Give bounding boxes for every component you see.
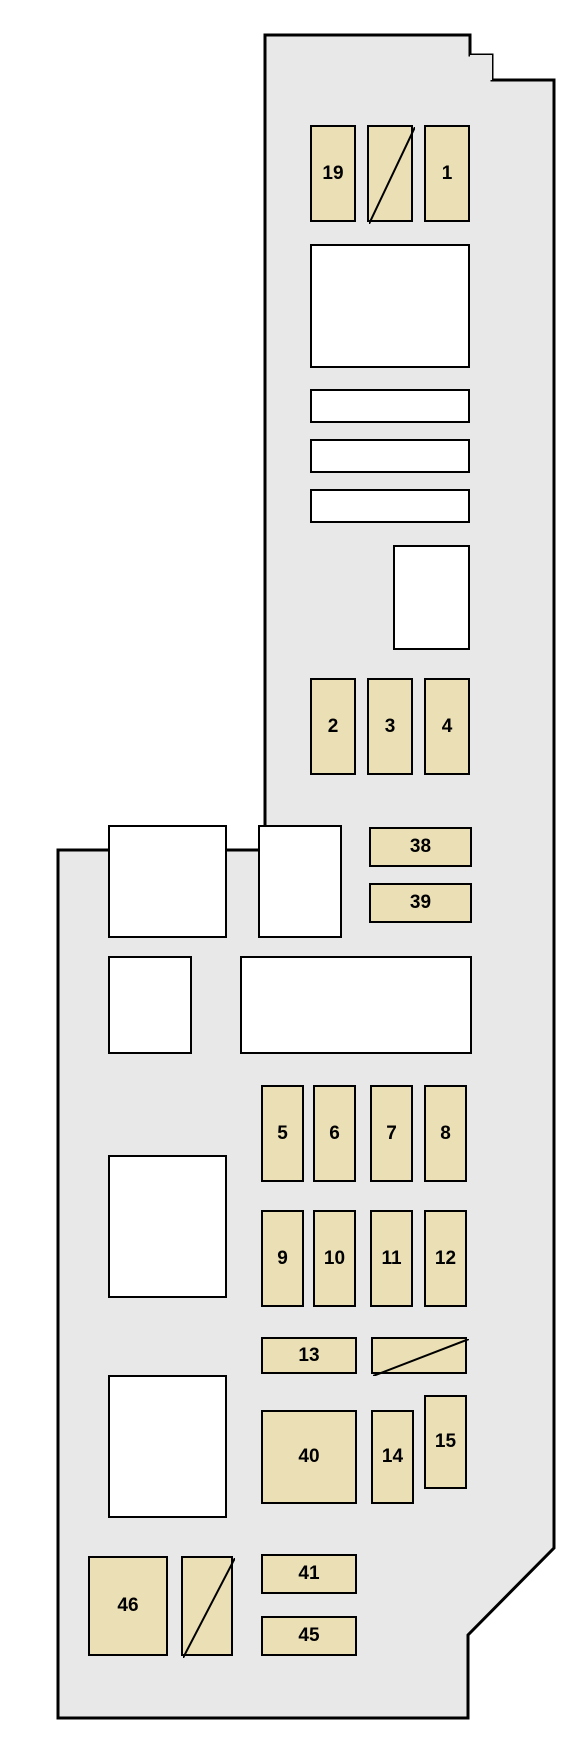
fuse-13-label: 13: [298, 1345, 319, 1367]
fusebox-diagram: 19123438395678910111213401415464145: [0, 0, 577, 1744]
fuse-45: 45: [261, 1616, 357, 1656]
fuse-4: 4: [424, 678, 470, 775]
fuse-38-label: 38: [410, 836, 431, 858]
fuse-5: 5: [261, 1085, 304, 1182]
fuse-1: 1: [424, 125, 470, 222]
empty-d: [310, 489, 470, 523]
fuse-13: 13: [261, 1337, 357, 1374]
fuse-11-label: 11: [381, 1248, 401, 1270]
fuse-41: 41: [261, 1554, 357, 1594]
fuse-2: 2: [310, 678, 356, 775]
fuse-3: 3: [367, 678, 413, 775]
fuse-15-label: 15: [435, 1431, 456, 1453]
fuse-7-label: 7: [386, 1123, 397, 1145]
fuse-8-label: 8: [440, 1123, 451, 1145]
fuse-12: 12: [424, 1210, 467, 1307]
fuse-9-label: 9: [277, 1248, 288, 1270]
fuse-5-label: 5: [277, 1123, 288, 1145]
fuse-6-label: 6: [329, 1123, 340, 1145]
fuse-12-label: 12: [435, 1248, 456, 1270]
fuse-1-label: 1: [442, 163, 453, 185]
fuse-15: 15: [424, 1395, 467, 1489]
fuse-14: 14: [371, 1410, 414, 1504]
fuse-40: 40: [261, 1410, 357, 1504]
fuse-39-label: 39: [410, 892, 431, 914]
empty-c: [310, 439, 470, 473]
empty-j: [108, 1155, 227, 1298]
empty-b: [310, 389, 470, 423]
empty-a: [310, 244, 470, 368]
fuse-9: 9: [261, 1210, 304, 1307]
fuse-40-label: 40: [298, 1446, 319, 1468]
fuse-3-label: 3: [385, 716, 396, 738]
fuse-6: 6: [313, 1085, 356, 1182]
fuse-45-label: 45: [298, 1625, 319, 1647]
fuse-8: 8: [424, 1085, 467, 1182]
fuse-39: 39: [369, 883, 472, 923]
fuse-38: 38: [369, 827, 472, 867]
fuse-4-label: 4: [442, 716, 453, 738]
fuse-19: 19: [310, 125, 356, 222]
top-tab: [470, 55, 492, 80]
fuse-19-label: 19: [322, 163, 343, 185]
fuse-10-label: 10: [324, 1248, 345, 1270]
fuse-10: 10: [313, 1210, 356, 1307]
fuse-41-label: 41: [298, 1563, 319, 1585]
fuse-11: 11: [370, 1210, 413, 1307]
fuse-7: 7: [370, 1085, 413, 1182]
empty-e: [393, 545, 470, 650]
blank-bot: [181, 1556, 233, 1656]
empty-g: [258, 825, 342, 938]
fuse-46-label: 46: [117, 1595, 138, 1617]
fuse-14-label: 14: [382, 1446, 403, 1468]
fuse-46: 46: [88, 1556, 168, 1656]
fuse-2-label: 2: [328, 716, 339, 738]
blank-top: [367, 125, 413, 222]
empty-i: [240, 956, 472, 1054]
empty-h: [108, 956, 192, 1054]
blank-mid: [371, 1337, 467, 1374]
empty-f: [108, 825, 227, 938]
empty-k: [108, 1375, 227, 1518]
